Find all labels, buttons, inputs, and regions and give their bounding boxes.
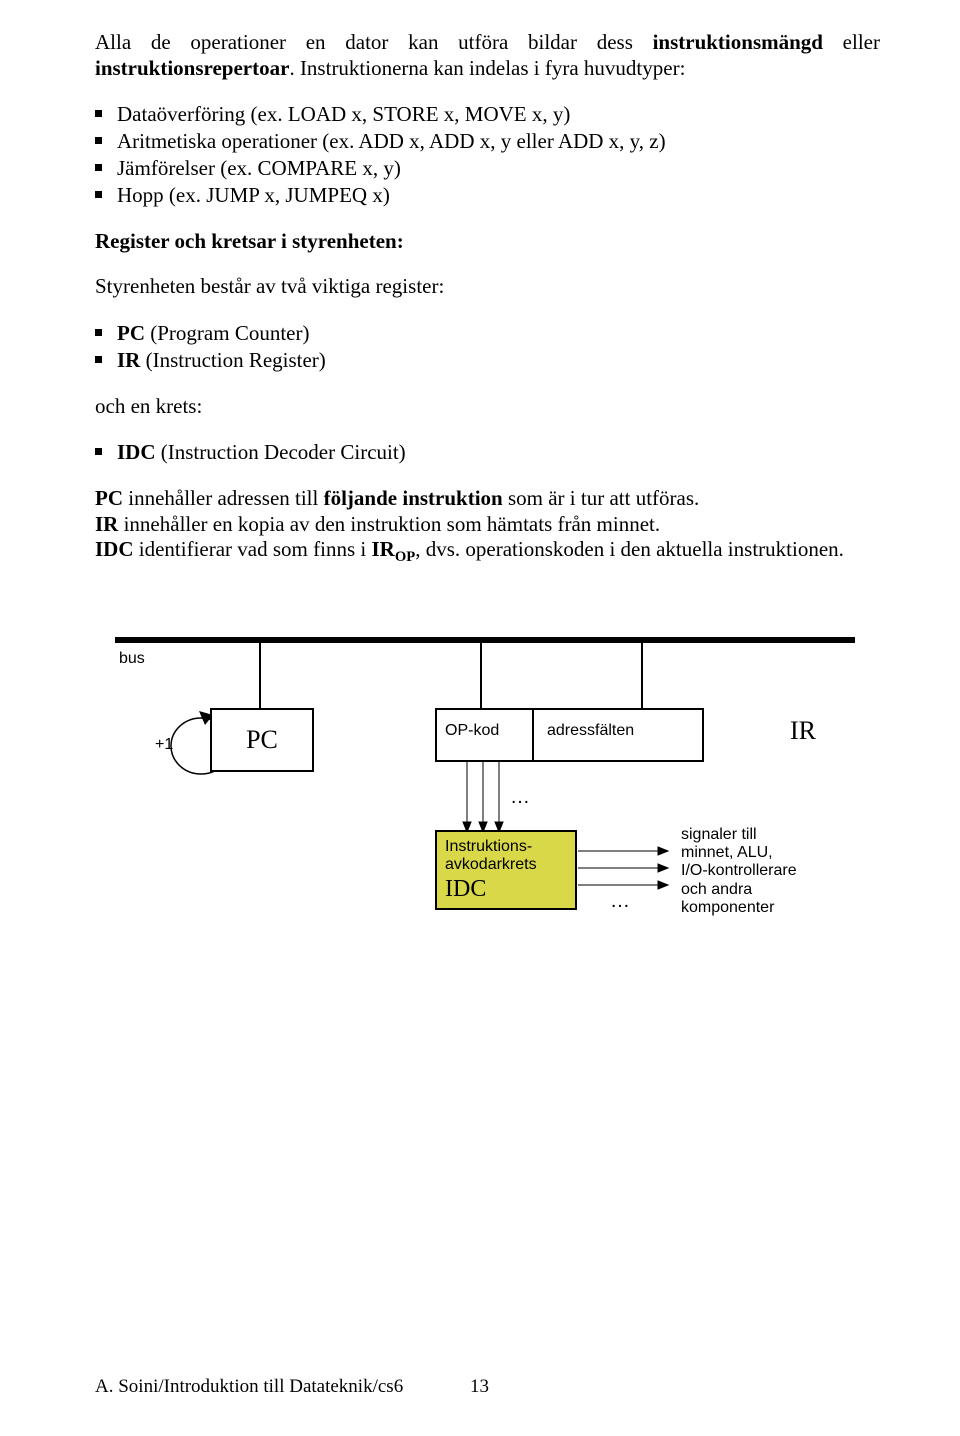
- pc-box: PC: [210, 708, 314, 772]
- diagram-svg: [95, 598, 875, 978]
- signals-text: signaler till minnet, ALU, I/O-kontrolle…: [681, 826, 797, 918]
- para-2: Styrenheten består av två viktiga regist…: [95, 274, 880, 300]
- idc-box: Instruktions- avkodarkrets IDC: [435, 830, 577, 910]
- ir-label: IR: [790, 716, 816, 746]
- section-heading: Register och kretsar i styrenheten:: [95, 229, 880, 255]
- instruction-type-list: Dataöverföring (ex. LOAD x, STORE x, MOV…: [95, 101, 880, 209]
- footer-text: A. Soini/Introduktion till Datateknik/cs…: [95, 1376, 403, 1397]
- list-item: Dataöverföring (ex. LOAD x, STORE x, MOV…: [95, 101, 880, 128]
- term-instruktionsmangd: instruktionsmängd: [653, 30, 823, 54]
- op-kod-label: OP-kod: [445, 722, 499, 740]
- dots-top: …: [510, 786, 532, 809]
- page-number: 13: [470, 1376, 489, 1398]
- list-item: Jämförelser (ex. COMPARE x, y): [95, 155, 880, 182]
- para-3: och en krets:: [95, 394, 880, 420]
- para-1: Alla de operationer en dator kan utföra …: [95, 30, 880, 81]
- control-unit-diagram: bus +1 PC OP-kod adressfälten IR … Instr…: [95, 598, 875, 978]
- circuit-list: IDC (Instruction Decoder Circuit): [95, 439, 880, 466]
- page-footer: A. Soini/Introduktion till Datateknik/cs…: [95, 1376, 875, 1398]
- bus-label: bus: [119, 650, 145, 668]
- list-item: IDC (Instruction Decoder Circuit): [95, 439, 880, 466]
- list-item: Hopp (ex. JUMP x, JUMPEQ x): [95, 182, 880, 209]
- plus-one-label: +1: [155, 736, 173, 754]
- register-list: PC (Program Counter) IR (Instruction Reg…: [95, 320, 880, 374]
- document-page: Alla de operationer en dator kan utföra …: [0, 0, 960, 1436]
- dots-right: …: [610, 890, 632, 913]
- term-instruktionsrepertoar: instruktionsrepertoar: [95, 56, 289, 80]
- ir-divider: [532, 710, 534, 760]
- list-item: PC (Program Counter): [95, 320, 880, 347]
- list-item: Aritmetiska operationer (ex. ADD x, ADD …: [95, 128, 880, 155]
- adressfalten-label: adressfälten: [547, 722, 634, 740]
- para-4: PC innehåller adressen till följande ins…: [95, 486, 880, 567]
- list-item: IR (Instruction Register): [95, 347, 880, 374]
